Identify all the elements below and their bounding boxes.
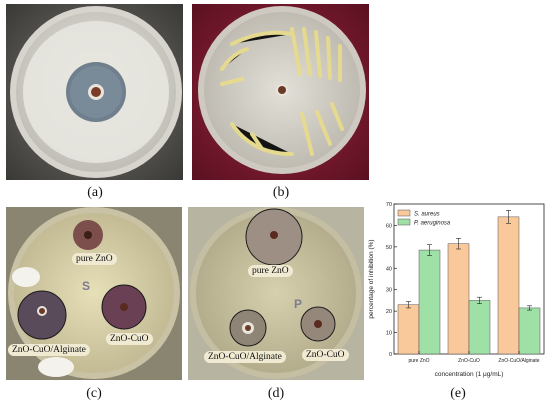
x-tick-label: ZnO-CuO/Alginate xyxy=(498,358,539,364)
plate-marking-p: P xyxy=(294,297,303,311)
bar xyxy=(397,304,420,355)
caption-c: (c) xyxy=(86,386,102,401)
x-tick-label: pure ZnO xyxy=(408,358,429,364)
label-pure-zno: pure ZnO xyxy=(72,253,117,265)
bar xyxy=(468,300,491,355)
legend: S. aureus P. aeruginosa xyxy=(397,209,451,227)
caption-a: (a) xyxy=(87,185,103,200)
photo-panel-d: P pure ZnO ZnO-CuO/Alginate ZnO-CuO xyxy=(188,207,364,380)
y-tick-label: 50 xyxy=(386,245,392,251)
photo-panel-c: S pure ZnO ZnO-CuO/Alginate ZnO-CuO xyxy=(6,207,182,380)
bar xyxy=(447,243,470,355)
label-zno-cuo: ZnO-CuO xyxy=(106,333,153,345)
y-tick-label: 30 xyxy=(386,288,392,294)
label-zno-cuo-alginate: ZnO-CuO/Alginate xyxy=(8,344,90,356)
bar xyxy=(518,307,541,355)
x-tick-label: ZnO-CuO xyxy=(458,358,480,364)
y-axis-label: percentage of inhibition (%) xyxy=(368,239,375,318)
caption-e: (e) xyxy=(450,386,466,401)
petri-dish-a xyxy=(6,4,183,180)
photo-panel-a xyxy=(6,4,183,180)
legend-swatch xyxy=(397,209,411,217)
caption-b: (b) xyxy=(272,185,290,200)
petri-dish-b xyxy=(192,4,369,180)
label-zno-cuo-alginate: ZnO-CuO/Alginate xyxy=(204,351,286,363)
photo-panel-b xyxy=(192,4,369,180)
y-tick-label: 20 xyxy=(386,309,392,315)
plate-marking-s: S xyxy=(82,279,91,293)
label-zno-cuo: ZnO-CuO xyxy=(302,349,349,361)
inhibition-bar-chart: 0 10 20 30 40 50 60 70 pure ZnO ZnO-CuO ZnO-CuO/A… xyxy=(368,202,545,378)
y-tick-label: 60 xyxy=(386,223,392,229)
y-tick-label: 40 xyxy=(386,266,392,272)
x-axis-label: concentration (1 μg/mL) xyxy=(435,371,504,378)
bar xyxy=(418,249,441,355)
bar xyxy=(497,216,520,355)
label-pure-zno: pure ZnO xyxy=(248,265,293,277)
caption-d: (d) xyxy=(267,386,285,401)
y-axis: 0 10 20 30 40 50 60 70 xyxy=(386,202,397,358)
legend-label: P. aeruginosa xyxy=(414,221,451,227)
y-tick-label: 70 xyxy=(386,202,392,208)
y-tick-label: 0 xyxy=(389,352,392,358)
bar-series xyxy=(397,210,541,355)
legend-label: S. aureus xyxy=(414,212,440,218)
legend-swatch xyxy=(397,218,411,226)
y-tick-label: 10 xyxy=(386,331,392,337)
x-axis: pure ZnO ZnO-CuO ZnO-CuO/Alginate xyxy=(408,351,540,364)
